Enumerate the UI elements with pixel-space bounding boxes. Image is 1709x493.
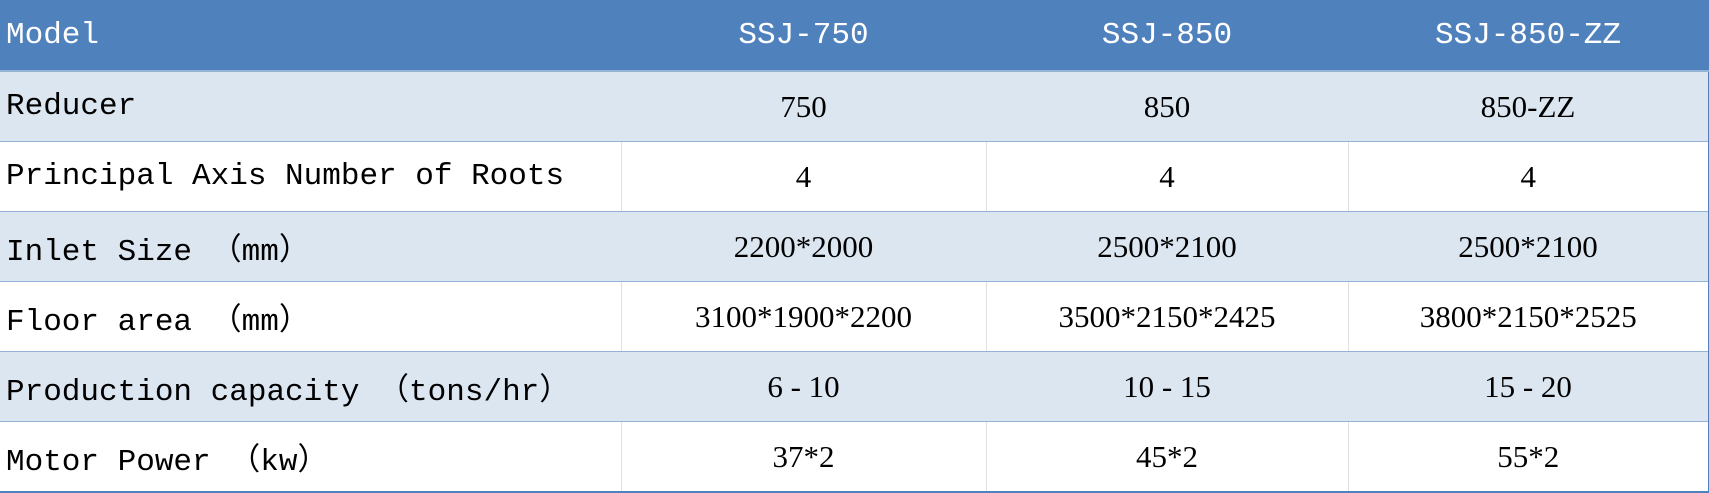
table-cell: 6 - 10 [621,351,986,422]
table-row: Principal Axis Number of Roots 4 4 4 [0,141,1709,212]
table-row: Motor Power （kw） 37*2 45*2 55*2 [0,421,1709,493]
table-cell: 3800*2150*2525 [1347,281,1709,352]
row-label: Floor area （mm） [0,281,621,352]
table-cell: 2500*2100 [986,211,1348,282]
table-cell: 2500*2100 [1348,211,1709,282]
table-cell: 45*2 [985,421,1348,493]
row-label: Motor Power （kw） [0,421,621,493]
table-cell: 850 [986,71,1348,142]
table-header-row: Model SSJ-750 SSJ-850 SSJ-850-ZZ [0,0,1709,72]
table-cell: 4 [1347,141,1709,212]
row-label: Production capacity （tons/hr） [0,351,621,422]
table-cell: 850-ZZ [1348,71,1709,142]
table-cell: 15 - 20 [1348,351,1709,422]
table-row: Reducer 750 850 850-ZZ [0,71,1709,142]
table-row: Floor area （mm） 3100*1900*2200 3500*2150… [0,281,1709,352]
table-cell: 750 [621,71,986,142]
header-cell: SSJ-850-ZZ [1348,0,1709,72]
header-cell: SSJ-850 [986,0,1348,72]
header-cell: Model [0,0,621,72]
table-cell: 3500*2150*2425 [985,281,1348,352]
row-label: Reducer [0,71,621,142]
table-row: Inlet Size （mm） 2200*2000 2500*2100 2500… [0,211,1709,282]
table-cell: 4 [620,141,986,212]
table-cell: 10 - 15 [986,351,1348,422]
table-row: Production capacity （tons/hr） 6 - 10 10 … [0,351,1709,422]
header-cell: SSJ-750 [621,0,986,72]
row-label: Principal Axis Number of Roots [0,141,621,212]
table-cell: 4 [985,141,1348,212]
table-cell: 3100*1900*2200 [620,281,986,352]
table-cell: 37*2 [620,421,986,493]
row-label: Inlet Size （mm） [0,211,621,282]
table-cell: 55*2 [1347,421,1709,493]
table-cell: 2200*2000 [621,211,986,282]
